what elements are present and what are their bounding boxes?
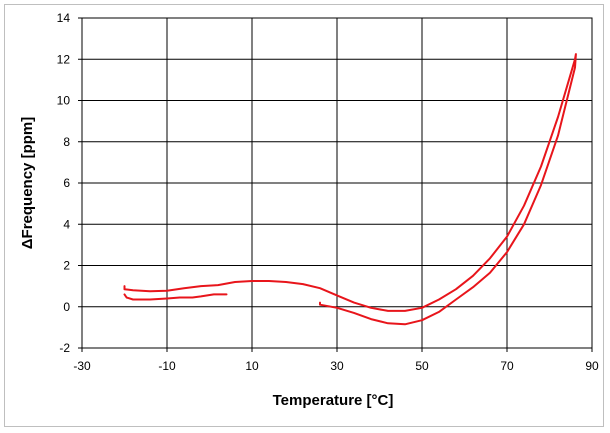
series-line-2 [123,293,228,301]
y-tick-label: -2 [59,341,70,355]
line-chart: -30 -10 10 30 50 70 90 -2 0 2 4 6 8 10 12 14 Temperature… [19,11,599,409]
y-tick-label: 6 [63,176,70,190]
y-tick-label: 0 [63,300,70,314]
y-tick-label: 10 [57,94,71,108]
y-axis-title: ΔFrequency [ppm] [19,117,36,249]
x-tick-label: 90 [585,359,599,373]
y-tick-label: 4 [63,217,70,231]
series-line-1 [123,53,577,326]
y-tick-label: 8 [63,135,70,149]
x-tick-label: 30 [330,359,344,373]
x-axis-title: Temperature [°C] [273,392,394,409]
chart-frame: -30 -10 10 30 50 70 90 -2 0 2 4 6 8 10 12 14 Temperature… [4,4,604,427]
x-tick-label: 70 [500,359,514,373]
x-tick-label: -30 [73,359,91,373]
x-tick-label: 50 [415,359,429,373]
y-tick-label: 12 [57,52,71,66]
x-tick-label: 10 [245,359,259,373]
y-tick-label: 2 [63,259,70,273]
x-tick-label: -10 [158,359,176,373]
y-tick-label: 14 [57,11,71,25]
